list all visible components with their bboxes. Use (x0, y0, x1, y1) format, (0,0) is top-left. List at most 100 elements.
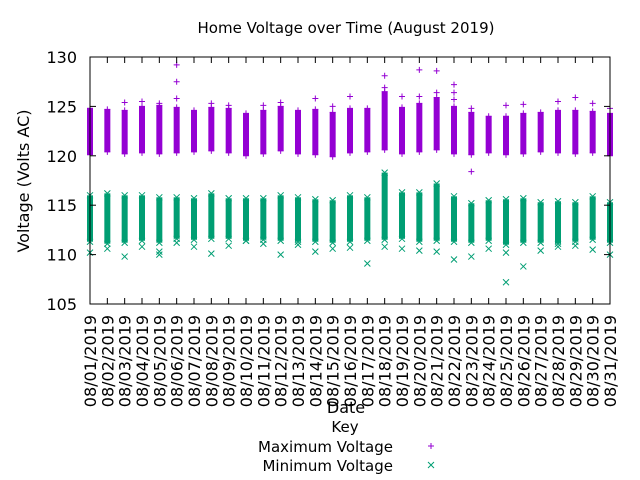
day-column (190, 194, 198, 244)
data-point-low (364, 148, 371, 155)
day-column (589, 108, 596, 156)
data-point (589, 100, 596, 107)
y-tick-label: 130 (46, 48, 77, 67)
data-point (207, 250, 215, 257)
x-tick-label: 08/05/2019 (150, 315, 169, 407)
data-point-low (173, 149, 180, 156)
data-point-high (503, 113, 509, 120)
day-column (398, 189, 406, 243)
day-range-bar (295, 110, 301, 154)
data-point (589, 246, 597, 254)
data-point-low (519, 239, 527, 247)
data-point-high (243, 110, 249, 117)
data-point-high (190, 194, 198, 202)
day-range-bar (329, 112, 336, 157)
day-column (103, 189, 111, 248)
data-point (121, 253, 129, 260)
data-point-low (433, 146, 440, 153)
data-point (381, 72, 388, 79)
day-column (243, 110, 249, 159)
data-point (294, 241, 302, 249)
day-column (346, 191, 354, 246)
x-tick-label: 08/11/2019 (254, 315, 273, 407)
day-column (433, 94, 440, 153)
legend-cross-icon (427, 461, 435, 469)
day-range-bar (243, 113, 249, 156)
day-range-bar (433, 97, 440, 150)
data-point (415, 247, 423, 255)
day-range-bar (537, 112, 544, 152)
data-point-low (520, 150, 527, 157)
data-point (572, 94, 579, 101)
day-range-bar (260, 198, 267, 240)
data-point-low (381, 146, 388, 153)
data-point-low (260, 150, 267, 157)
day-column (433, 180, 441, 245)
day-range-bar (312, 199, 319, 242)
data-point (433, 248, 441, 255)
data-point-low (191, 148, 197, 155)
data-point-high (537, 198, 545, 206)
day-column (451, 103, 457, 157)
day-range-bar (225, 108, 232, 153)
x-tick-label: 08/30/2019 (584, 315, 603, 407)
data-point (103, 245, 111, 253)
data-point-high (173, 193, 181, 201)
data-point (155, 251, 163, 258)
data-point (347, 93, 353, 100)
data-point (502, 278, 510, 286)
data-point-high (416, 100, 423, 107)
data-point-low (589, 149, 596, 156)
data-point (155, 248, 163, 255)
data-point-high (399, 104, 405, 111)
day-range-bar (156, 197, 163, 243)
data-point (381, 243, 389, 251)
day-range-bar (485, 200, 492, 241)
day-column (537, 109, 544, 155)
day-column (589, 192, 597, 244)
day-column (295, 107, 301, 157)
data-point (277, 251, 285, 258)
day-range-bar (589, 111, 596, 153)
day-column (104, 106, 111, 155)
data-point (242, 237, 250, 245)
y-axis: 105 110 115 120 125 130 (46, 48, 610, 314)
data-point-high (364, 105, 371, 112)
data-point (433, 67, 440, 74)
data-point-high (415, 189, 423, 196)
day-column (364, 105, 371, 155)
data-point-low (156, 150, 163, 157)
data-point (416, 93, 423, 100)
x-tick-label: 08/06/2019 (168, 315, 187, 407)
data-point-low (104, 148, 111, 155)
data-point (381, 84, 388, 91)
day-column (294, 193, 302, 246)
data-point-low (138, 237, 146, 245)
x-tick-label: 08/18/2019 (376, 315, 395, 407)
day-range-bar (364, 108, 371, 152)
data-point (554, 243, 562, 251)
data-point-low (225, 149, 232, 156)
data-point-high (589, 192, 597, 200)
day-column (173, 104, 180, 156)
day-range-bar (295, 197, 301, 242)
x-tick-label: 08/10/2019 (237, 315, 256, 407)
day-range-bar (225, 198, 232, 239)
data-point-low (485, 237, 493, 245)
x-tick-label: 08/15/2019 (324, 315, 343, 407)
day-column (347, 105, 353, 156)
data-point-low (294, 238, 302, 246)
data-point-high (433, 180, 441, 187)
day-column (537, 198, 545, 247)
data-point-high (277, 191, 285, 199)
x-tick-label: 08/08/2019 (202, 315, 221, 407)
data-point-low (554, 240, 562, 248)
day-range-bar (572, 110, 579, 154)
data-point-low (225, 235, 233, 243)
data-point-low (121, 239, 129, 247)
data-point-high (502, 195, 510, 203)
data-point-high (191, 107, 197, 114)
data-point-low (329, 239, 337, 247)
data-point (485, 245, 493, 253)
